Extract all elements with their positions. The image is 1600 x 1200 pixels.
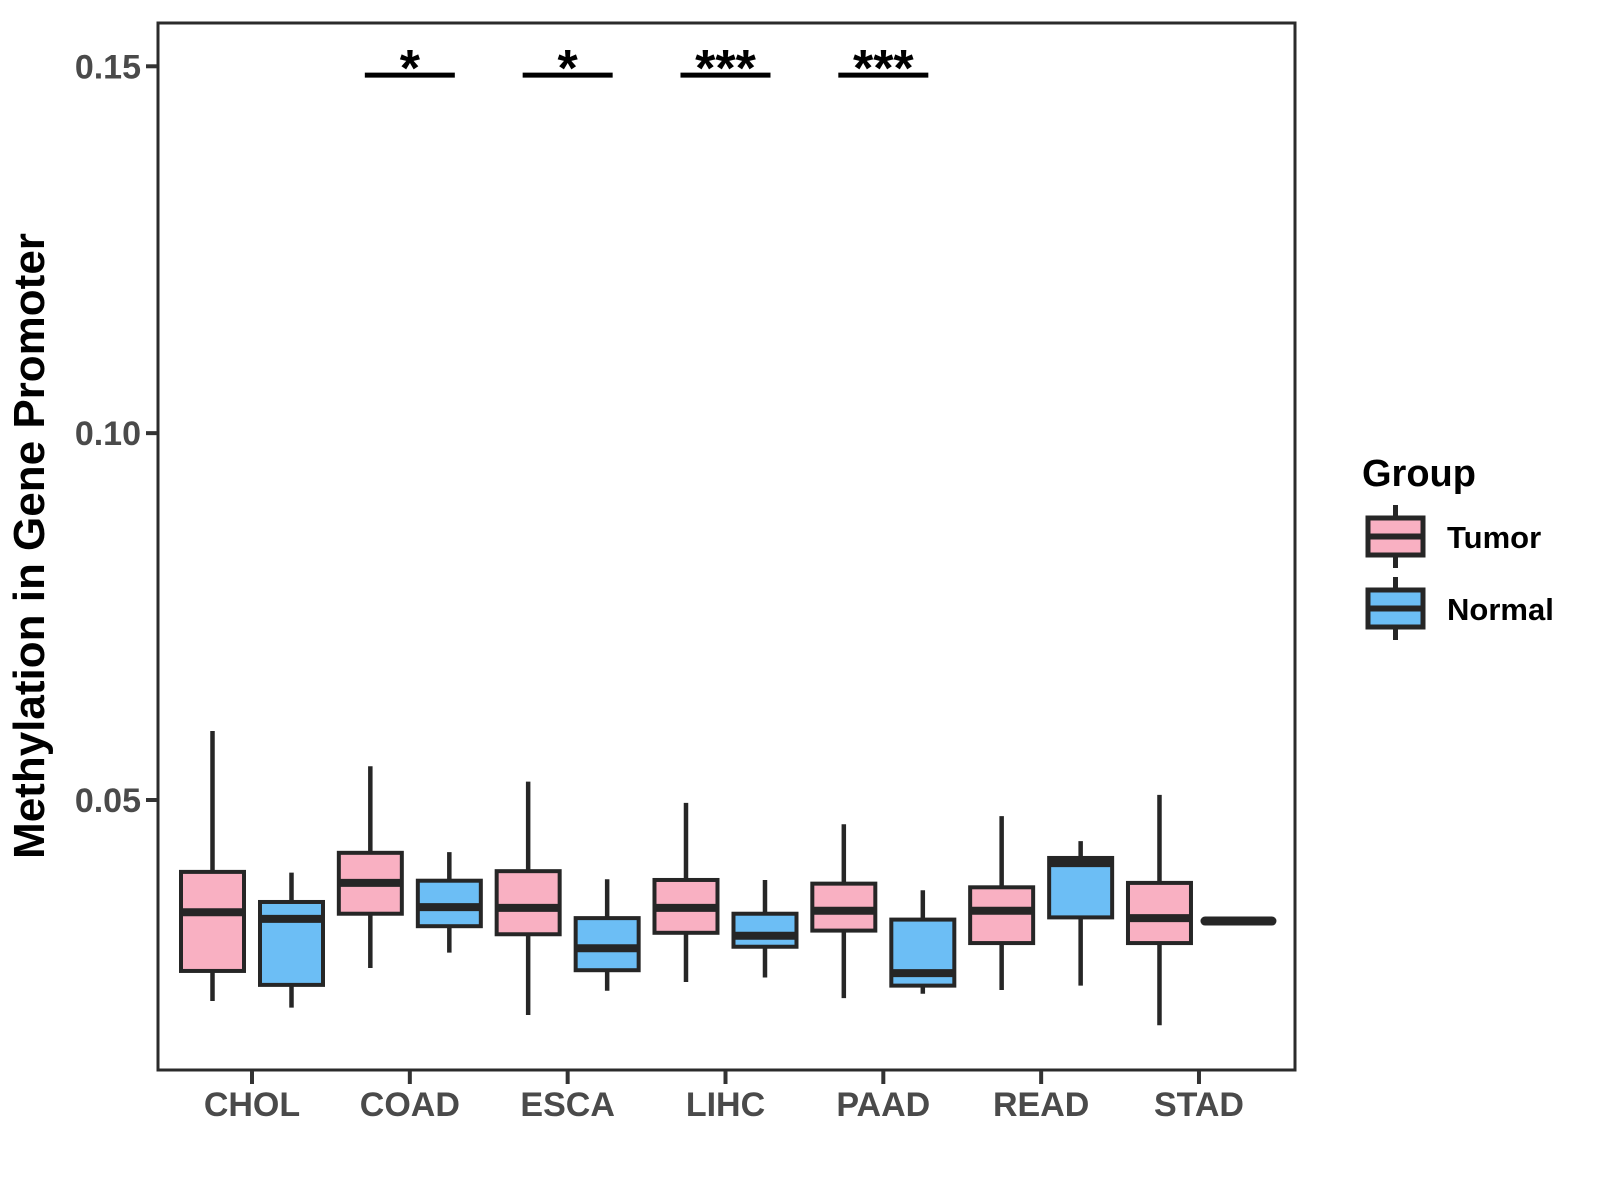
boxplot-PAAD-Normal [889, 890, 957, 994]
y-axis-title: Methylation in Gene Promoter [5, 233, 54, 859]
y-axis: 0.05 0.10 0.15 [75, 48, 157, 820]
boxplot-READ-Tumor [968, 816, 1036, 991]
x-tick-label-LIHC: LIHC [686, 1086, 765, 1124]
sig-label-ESCA: * [558, 40, 579, 98]
boxplot-ESCA-Normal [573, 879, 641, 991]
boxplot-LIHC-Tumor [652, 802, 720, 982]
legend-key-tumor: Tumor [1365, 505, 1541, 568]
x-axis: CHOL COAD ESCA LIHC PAAD READ STAD [204, 1071, 1244, 1124]
y-tick-label-0.10: 0.10 [75, 415, 141, 453]
box-LIHC-Normal [731, 911, 799, 949]
legend: Group Tumor Normal [1362, 453, 1554, 640]
boxplot-READ-Normal [1047, 841, 1115, 986]
box-ESCA-Normal [573, 916, 641, 973]
y-tick-label-0.15: 0.15 [75, 48, 141, 86]
sig-label-PAAD: *** [853, 40, 914, 98]
boxplot-LIHC-Normal [731, 879, 799, 978]
legend-key-normal: Normal [1365, 577, 1554, 640]
legend-label-tumor: Tumor [1447, 520, 1541, 555]
box-READ-Tumor [968, 885, 1036, 946]
box-STAD-Tumor [1125, 880, 1193, 946]
sig-label-LIHC: *** [695, 40, 756, 98]
x-tick-label-STAD: STAD [1154, 1086, 1244, 1124]
box-CHOL-Tumor [179, 869, 246, 973]
legend-label-normal: Normal [1447, 592, 1554, 627]
x-tick-label-COAD: COAD [360, 1086, 460, 1124]
x-tick-label-CHOL: CHOL [204, 1086, 300, 1124]
y-tick-label-0.05: 0.05 [75, 782, 141, 820]
legend-title: Group [1362, 453, 1476, 495]
box-CHOL-Normal [258, 899, 325, 987]
boxplot-COAD-Tumor [336, 766, 404, 969]
significance-annotations: * * *** *** [364, 40, 929, 98]
x-tick-label-PAAD: PAAD [836, 1086, 930, 1124]
x-tick-label-READ: READ [993, 1086, 1089, 1124]
boxplot-series [179, 731, 1277, 1026]
boxplot-ESCA-Tumor [494, 781, 562, 1015]
boxplot-COAD-Normal [415, 852, 483, 953]
boxplot-CHOL-Normal [258, 872, 325, 1008]
x-tick-label-ESCA: ESCA [520, 1086, 614, 1124]
plot-panel-border [156, 21, 1297, 1072]
boxplot-STAD-Tumor [1125, 794, 1193, 1026]
sig-label-COAD: * [400, 40, 421, 98]
box-READ-Normal [1047, 855, 1115, 920]
boxplot-PAAD-Tumor [810, 824, 878, 999]
box-ESCA-Tumor [494, 869, 562, 937]
boxplot-CHOL-Tumor [179, 731, 246, 1002]
